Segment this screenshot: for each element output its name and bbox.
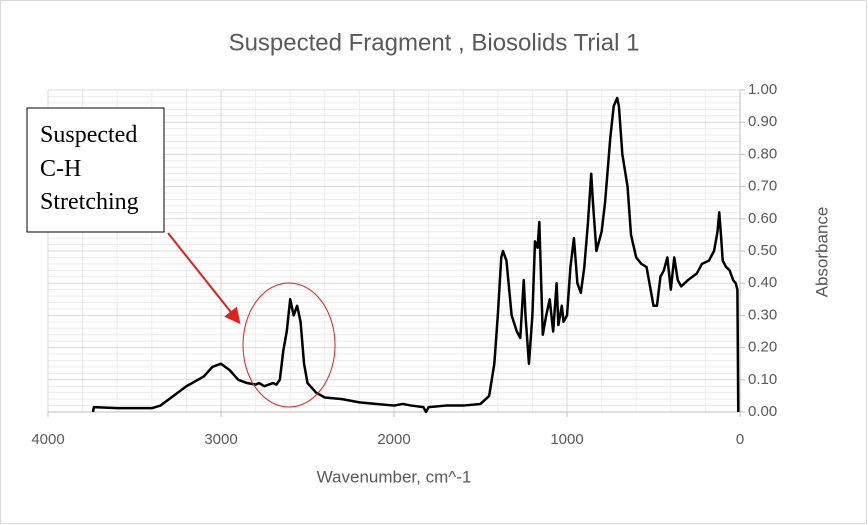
x-tick-label: 2000 [377,431,410,448]
y-tick-label: 0.30 [748,306,777,323]
highlight-ellipse [242,282,336,408]
annotation-arrow [167,232,241,325]
y-tick-label: 0.10 [748,371,777,388]
x-tick-label: 0 [736,431,744,448]
y-tick-label: 0.20 [748,339,777,356]
y-tick-label: 0.80 [748,145,777,162]
annotation-line: Suspected [40,122,137,148]
y-axis-title: Absorbance [812,207,831,298]
y-tick-label: 1.00 [748,81,777,98]
x-tick-label: 3000 [204,431,237,448]
y-tick-label: 0.90 [748,113,777,130]
plot [91,96,740,414]
y-tick-label: 0.50 [748,242,777,259]
annotation-line: C-H [40,156,81,182]
y-tick-label: 0.60 [748,210,777,227]
annotation-box [26,107,165,233]
x-tick-label: 1000 [550,431,583,448]
annotation-line: Stretching [40,189,139,215]
x-axis-title: Wavenumber, cm^-1 [317,467,472,486]
chart-title: Suspected Fragment , Biosolids Trial 1 [229,29,640,56]
spectrum-line [91,96,740,414]
y-tick-label: 0.40 [748,274,777,291]
x-tick-label: 4000 [31,431,64,448]
y-tick-label: 0.00 [748,403,777,420]
y-tick-label: 0.70 [748,178,777,195]
